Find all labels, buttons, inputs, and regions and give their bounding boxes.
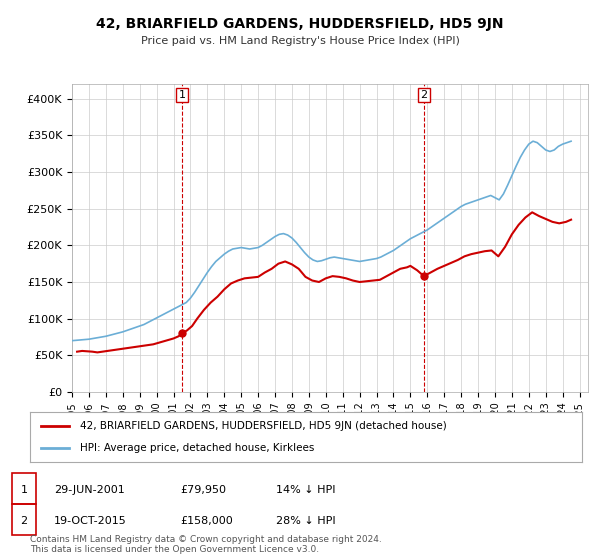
Text: £79,950: £79,950 <box>180 485 226 495</box>
Text: 2: 2 <box>421 90 427 100</box>
Text: 42, BRIARFIELD GARDENS, HUDDERSFIELD, HD5 9JN: 42, BRIARFIELD GARDENS, HUDDERSFIELD, HD… <box>96 17 504 31</box>
Text: 29-JUN-2001: 29-JUN-2001 <box>54 485 125 495</box>
Text: 42, BRIARFIELD GARDENS, HUDDERSFIELD, HD5 9JN (detached house): 42, BRIARFIELD GARDENS, HUDDERSFIELD, HD… <box>80 421 446 431</box>
Text: Contains HM Land Registry data © Crown copyright and database right 2024.
This d: Contains HM Land Registry data © Crown c… <box>30 535 382 554</box>
Text: £158,000: £158,000 <box>180 516 233 526</box>
Text: 28% ↓ HPI: 28% ↓ HPI <box>276 516 335 526</box>
Text: 2: 2 <box>20 516 28 526</box>
Text: 19-OCT-2015: 19-OCT-2015 <box>54 516 127 526</box>
Text: HPI: Average price, detached house, Kirklees: HPI: Average price, detached house, Kirk… <box>80 443 314 453</box>
Text: 14% ↓ HPI: 14% ↓ HPI <box>276 485 335 495</box>
Text: Price paid vs. HM Land Registry's House Price Index (HPI): Price paid vs. HM Land Registry's House … <box>140 36 460 46</box>
Text: 1: 1 <box>20 485 28 495</box>
Text: 1: 1 <box>178 90 185 100</box>
